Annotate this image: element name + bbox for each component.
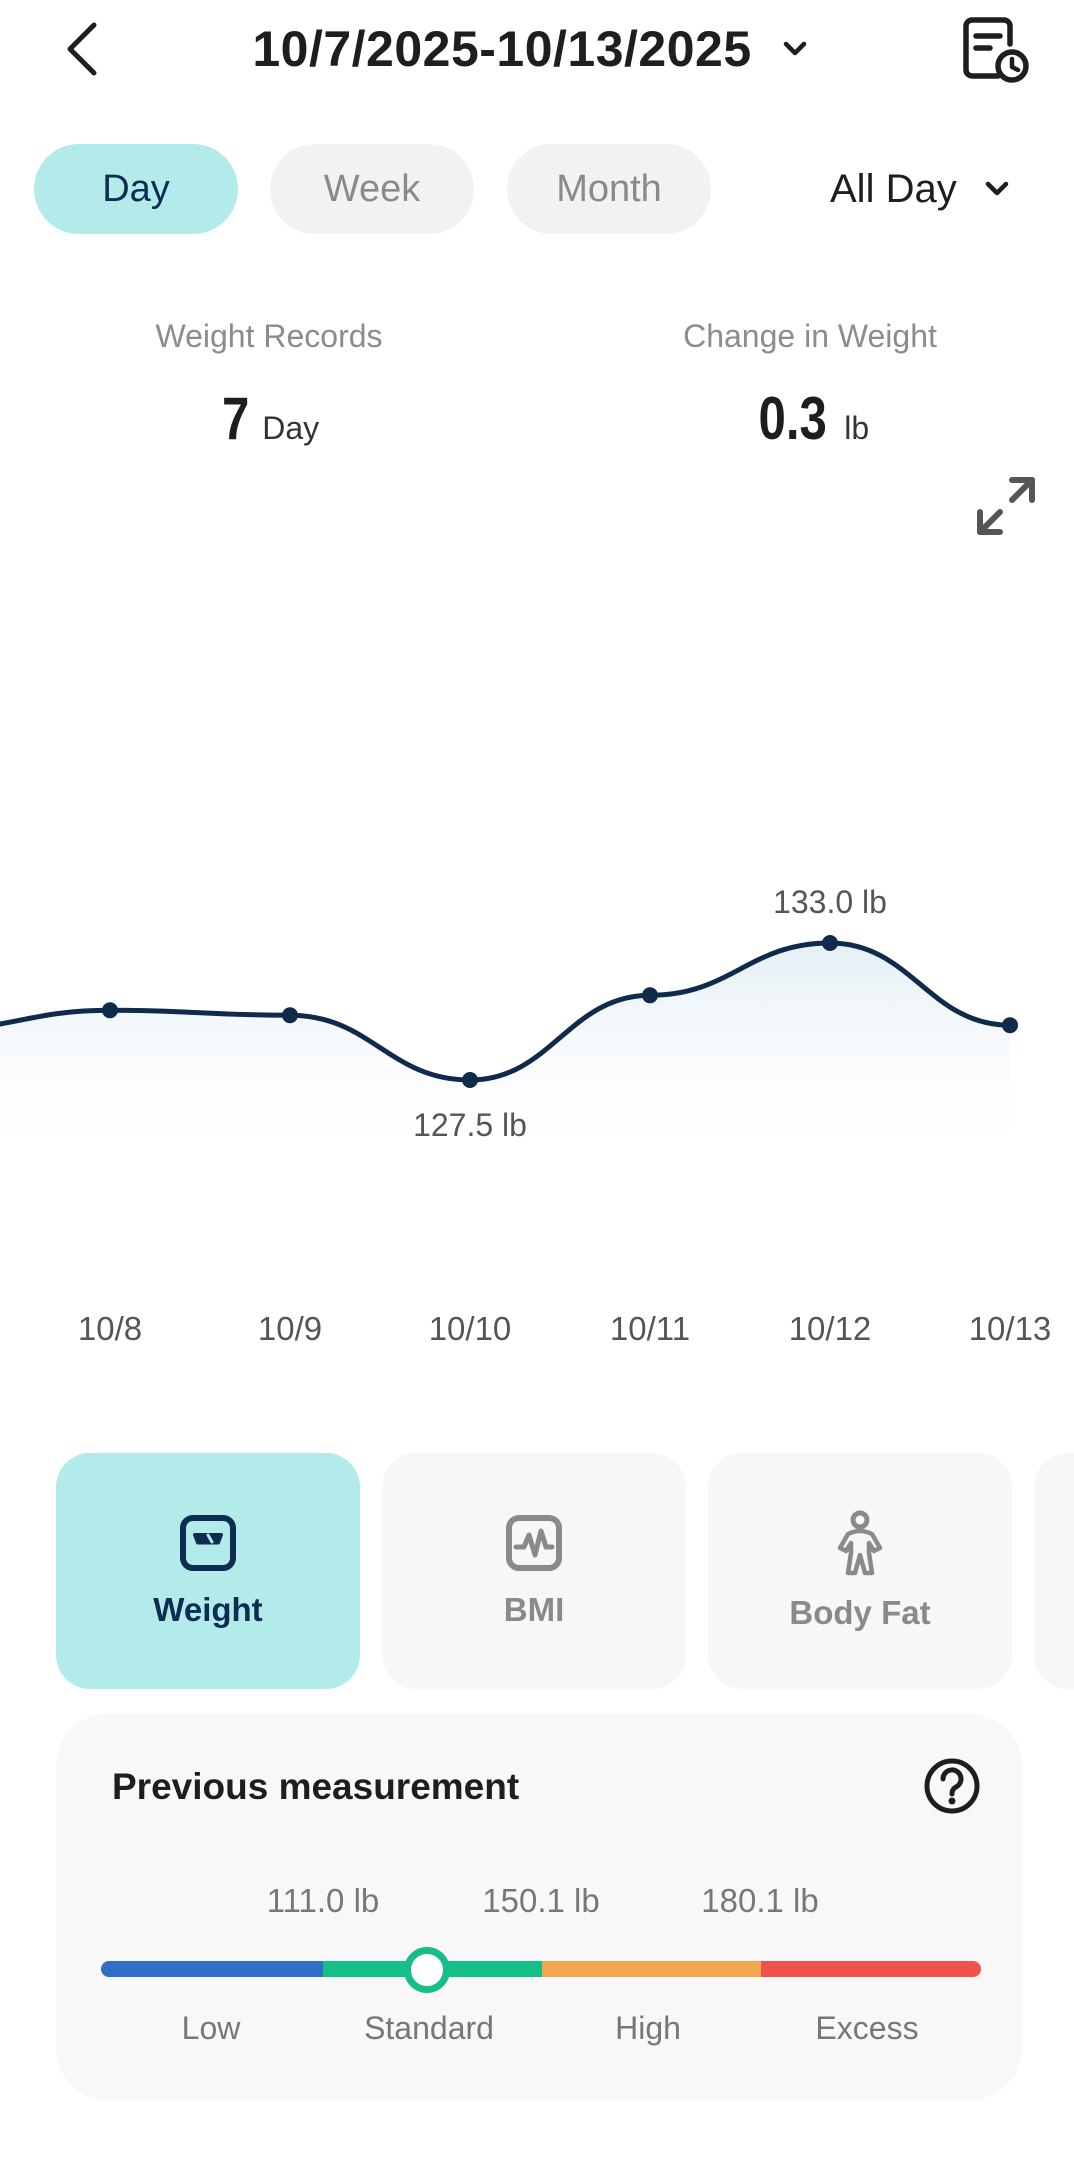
metric-label-bmi: BMI <box>503 1591 565 1628</box>
metric-card-next[interactable] <box>1034 1453 1074 1689</box>
range-bar-low <box>101 1961 323 1977</box>
weight-records-unit: Day <box>262 410 320 446</box>
weight-records-value: 7 Day <box>19 384 519 453</box>
time-range-label: All Day <box>830 166 957 211</box>
metric-card-weight[interactable]: Weight <box>56 1453 360 1689</box>
metric-card-body-fat[interactable]: Body Fat <box>708 1453 1012 1689</box>
report-button[interactable] <box>958 14 1030 86</box>
date-range-title: 10/7/2025-10/13/2025 <box>252 21 752 77</box>
weight-records-label: Weight Records <box>155 318 383 354</box>
threshold-high-excess: 180.1 lb <box>701 1882 819 1919</box>
scale-icon <box>180 1515 236 1571</box>
body-icon <box>837 1510 883 1576</box>
date-range-selector[interactable]: 10/7/2025-10/13/2025 <box>150 14 910 84</box>
x-tick-label: 10/8 <box>78 1310 142 1347</box>
threshold-low-standard: 111.0 lb <box>266 1882 380 1919</box>
chart-min-label: 127.5 lb <box>413 1107 527 1143</box>
change-in-weight-value: 0.3 lb <box>560 384 1060 453</box>
bmi-chart-icon <box>506 1515 562 1571</box>
chart-point-10-8[interactable] <box>102 1002 118 1019</box>
time-range-dropdown[interactable]: All Day <box>830 144 1009 234</box>
weight-records-number: 7 <box>221 385 250 452</box>
change-in-weight-number: 0.3 <box>758 385 827 452</box>
expand-chart-button[interactable] <box>974 474 1038 538</box>
question-circle-icon <box>924 1758 980 1814</box>
metric-label-weight: Weight <box>153 1591 263 1628</box>
range-bar-high <box>542 1961 761 1977</box>
change-in-weight-label: Change in Weight <box>683 318 937 354</box>
x-tick-label: 10/12 <box>789 1310 872 1347</box>
chart-point-10-13[interactable] <box>1002 1017 1018 1034</box>
tab-week[interactable]: Week <box>270 144 474 234</box>
help-button[interactable] <box>922 1756 982 1816</box>
report-clock-icon <box>963 17 1029 83</box>
tab-day[interactable]: Day <box>34 144 238 234</box>
chevron-down-icon <box>783 41 806 56</box>
x-tick-label: 10/11 <box>610 1310 690 1347</box>
chevron-down-icon <box>985 181 1008 196</box>
tab-month[interactable]: Month <box>507 144 711 234</box>
chart-area-fill <box>0 943 1010 1170</box>
chevron-left-icon <box>67 22 97 76</box>
category-low: Low <box>181 2010 241 2046</box>
previous-measurement-title: Previous measurement <box>112 1766 520 1807</box>
chart-point-10-10[interactable] <box>462 1072 478 1088</box>
metric-card-bmi[interactable]: BMI <box>382 1453 686 1689</box>
weight-trend-chart[interactable]: 133.0 lb 127.5 lb 10/8 10/9 10/10 10/11 10/12… <box>0 560 1074 1380</box>
expand-icon <box>977 477 1035 535</box>
category-high: High <box>615 2010 681 2046</box>
current-value-marker <box>403 1947 450 1993</box>
x-tick-label: 10/9 <box>258 1310 322 1347</box>
chart-point-10-12[interactable] <box>822 935 838 951</box>
chart-max-label: 133.0 lb <box>773 884 887 920</box>
threshold-standard-high: 150.1 lb <box>482 1882 600 1919</box>
category-standard: Standard <box>364 2010 494 2046</box>
category-excess: Excess <box>815 2010 919 2046</box>
x-tick-label: 10/10 <box>429 1310 512 1347</box>
chart-point-10-9[interactable] <box>282 1007 298 1024</box>
change-in-weight-unit: lb <box>844 410 870 446</box>
chart-point-10-11[interactable] <box>642 987 658 1004</box>
metric-label-body-fat: Body Fat <box>789 1594 931 1631</box>
x-tick-label: 10/13 <box>969 1310 1052 1347</box>
previous-measurement-panel: Previous measurement 111.0 lb 150.1 lb 1… <box>56 1714 1022 2100</box>
range-bar-excess <box>761 1961 981 1977</box>
back-button[interactable] <box>52 14 112 84</box>
